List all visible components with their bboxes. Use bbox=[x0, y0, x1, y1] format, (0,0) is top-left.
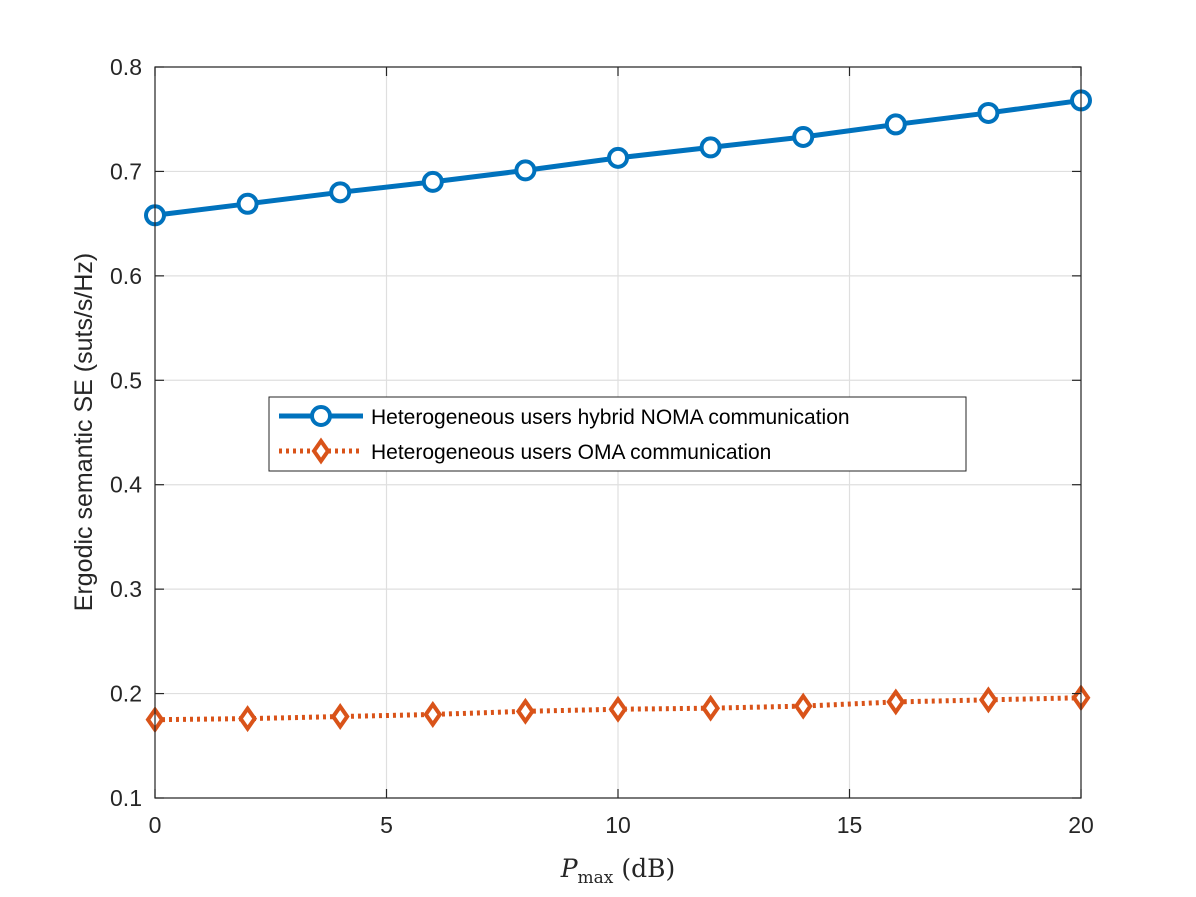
data-point bbox=[884, 113, 907, 136]
y-tick-label: 0.4 bbox=[110, 472, 142, 498]
data-point bbox=[792, 125, 815, 148]
y-tick-label: 0.7 bbox=[110, 158, 142, 184]
legend-label-oma: Heterogeneous users OMA communication bbox=[371, 441, 771, 464]
x-tick-label: 15 bbox=[837, 812, 863, 838]
x-tick-label: 20 bbox=[1068, 812, 1094, 838]
data-point bbox=[978, 686, 998, 714]
x-tick-label: 0 bbox=[149, 812, 162, 838]
data-point bbox=[330, 703, 350, 731]
data-point bbox=[514, 159, 537, 182]
data-point bbox=[699, 136, 722, 159]
data-point bbox=[977, 101, 1000, 124]
legend-marker-noma bbox=[310, 405, 332, 427]
data-point bbox=[607, 146, 629, 169]
y-tick-label: 0.8 bbox=[110, 54, 142, 80]
data-point bbox=[238, 705, 258, 733]
series-group bbox=[144, 89, 1092, 734]
data-point bbox=[329, 181, 352, 204]
data-point bbox=[423, 700, 443, 728]
x-tick-label: 10 bbox=[605, 812, 631, 838]
y-tick-label: 0.6 bbox=[110, 263, 142, 289]
y-tick-label: 0.1 bbox=[110, 785, 142, 811]
data-point bbox=[886, 688, 906, 716]
data-point bbox=[701, 694, 721, 722]
y-tick-label: 0.5 bbox=[110, 367, 142, 393]
y-tick-label: 0.2 bbox=[110, 681, 142, 707]
legend-label-noma: Heterogeneous users hybrid NOMA communic… bbox=[371, 406, 850, 429]
x-axis-label-symbol: P bbox=[560, 854, 579, 883]
y-tick-label: 0.3 bbox=[110, 576, 142, 602]
y-axis-label: Ergodic semantic SE (suts/s/Hz) bbox=[70, 253, 98, 611]
data-point bbox=[608, 695, 628, 723]
x-tick-label: 5 bbox=[380, 812, 393, 838]
x-axis-label-subscript: max bbox=[578, 868, 614, 888]
data-point bbox=[793, 692, 813, 720]
data-point bbox=[236, 192, 259, 215]
legend: Heterogeneous users hybrid NOMA communic… bbox=[268, 396, 967, 472]
data-point bbox=[515, 697, 535, 725]
legend-box bbox=[268, 396, 967, 472]
data-point bbox=[421, 170, 444, 193]
legend-marker-oma bbox=[311, 437, 331, 465]
series-noma bbox=[144, 89, 1092, 227]
series-oma bbox=[145, 684, 1091, 734]
x-axis-label: Pmax (dB) bbox=[560, 854, 676, 888]
x-axis-label-unit: (dB) bbox=[621, 854, 675, 883]
axis-ticks: 0 5 10 15 20 0.1 0.2 0.3 0.4 0.5 0.6 0.7 0.8 bbox=[110, 54, 1094, 838]
